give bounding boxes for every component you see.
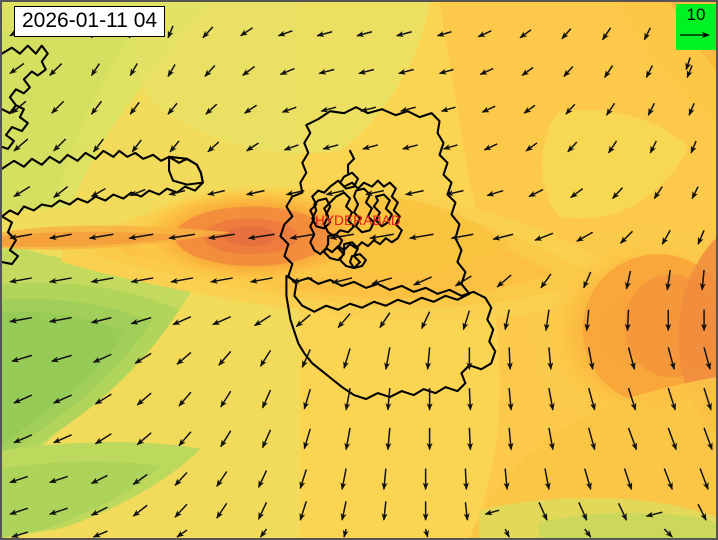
boundary-city-detail-8 [349, 253, 368, 270]
boundary-city-detail-2 [352, 187, 375, 234]
timestamp-label: 2026-01-11 04 [14, 6, 166, 37]
city-label-hyderabad: HYDERABAD [315, 213, 401, 228]
boundary-north-district [279, 106, 471, 313]
boundary-west-notch [2, 149, 204, 218]
legend-value-label: 10 [686, 5, 706, 24]
boundary-notch-detail [168, 155, 204, 186]
boundary-city-ghmc [309, 179, 403, 256]
boundary-city-detail-3 [372, 193, 393, 228]
boundary-south-district [285, 274, 497, 401]
boundary-city-detail-7 [339, 171, 360, 190]
boundary-city-link [347, 149, 356, 174]
boundary-west-tail [2, 215, 19, 266]
boundary-northwest [2, 44, 49, 150]
boundary-city-detail-5 [339, 241, 362, 270]
wind-scale-legend: 10 [676, 4, 716, 50]
legend-reference-arrow [680, 31, 710, 39]
boundary-city-detail-6 [311, 197, 332, 230]
